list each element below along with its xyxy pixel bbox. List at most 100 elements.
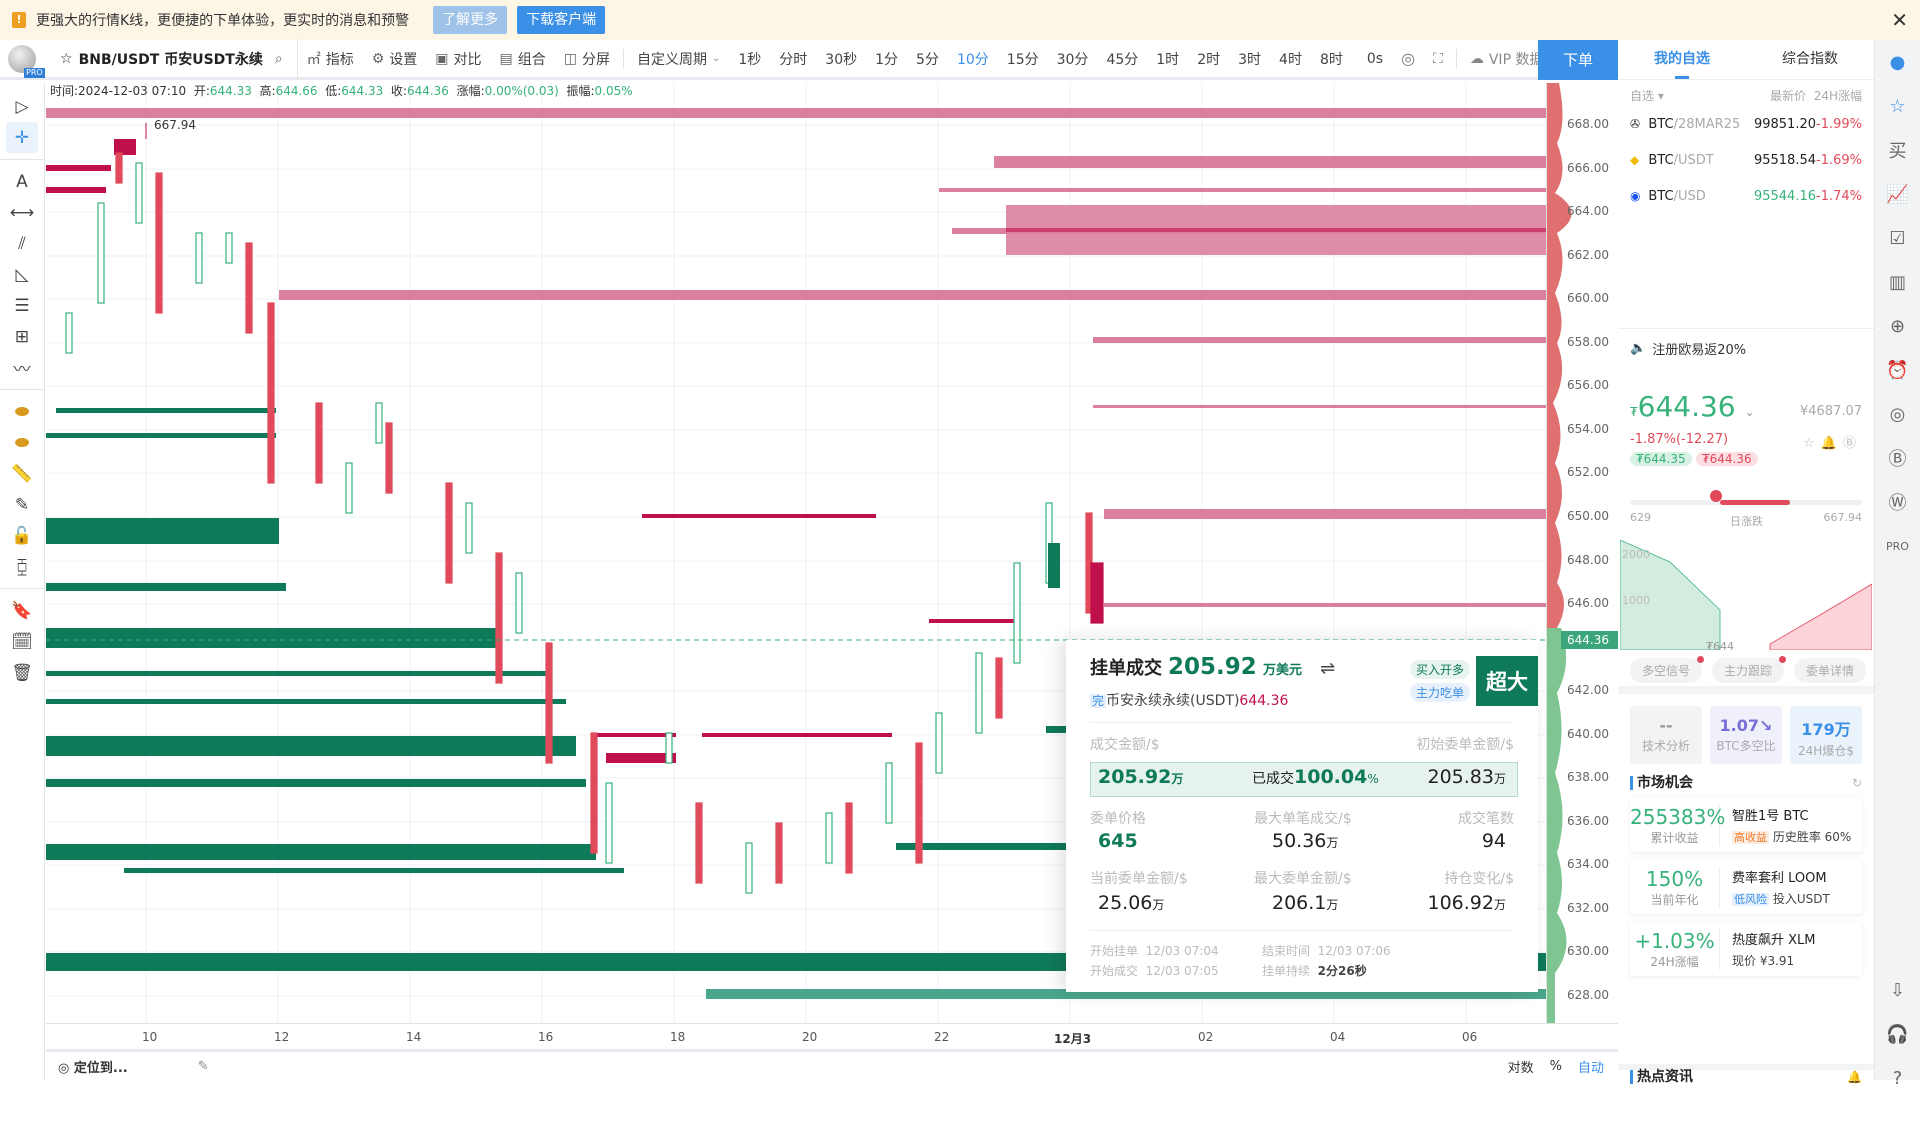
period-1s[interactable]: 1秒 xyxy=(738,51,762,68)
period-1h[interactable]: 1时 xyxy=(1156,51,1180,68)
tech-analysis-stat[interactable]: -- 技术分析 xyxy=(1630,706,1702,764)
refresh-icon[interactable]: ↻ xyxy=(1851,776,1862,790)
period-1m[interactable]: 1分 xyxy=(875,51,899,68)
bar-chart-icon[interactable]: ▥ xyxy=(1888,271,1906,293)
pro-icon[interactable]: PRO xyxy=(1886,539,1909,553)
symbol-selector[interactable]: ☆ BNB/USDT 币安USDT永续 ⌕ xyxy=(44,38,298,79)
quote-panel: ₮644.36 ⌄ ¥4687.07 -1.87%(-12.27) ☆🔔Ⓑ ₮6… xyxy=(1618,376,1874,686)
opportunity-card[interactable]: 150% 当前年化 费率套利 LOOM 低风险 投入USDT xyxy=(1630,860,1862,914)
chart-doc-icon[interactable]: 📈 xyxy=(1886,183,1909,205)
rectangle-tool-icon[interactable]: ⊞ xyxy=(14,326,30,347)
settings-button[interactable]: ⚙ 设置 xyxy=(371,50,418,68)
download-client-button[interactable]: 下载客户端 xyxy=(517,6,606,34)
bookmark-icon[interactable]: 🔖 xyxy=(11,600,33,621)
combine-button[interactable]: ▤ 组合 xyxy=(499,50,546,68)
star-icon[interactable]: ☆ xyxy=(1803,436,1821,451)
edit-icon[interactable]: ✎ xyxy=(197,1058,209,1074)
doc-b-icon[interactable]: Ⓑ xyxy=(1888,449,1907,470)
tab-my-watchlist[interactable]: 我的自选 xyxy=(1618,40,1746,79)
buy-icon[interactable]: 买 xyxy=(1888,141,1907,162)
log-scale-toggle[interactable]: 对数 xyxy=(1507,1060,1534,1076)
window-w-icon[interactable]: Ⓦ xyxy=(1888,493,1907,514)
speaker-icon: 🔈 xyxy=(1630,341,1647,356)
headset-icon[interactable]: 🎧 xyxy=(1886,1023,1909,1045)
long-short-signal-button[interactable]: 多空信号 xyxy=(1630,656,1705,683)
opportunity-card[interactable]: 255383% 累计收益 智胜1号 BTC 高收益 历史胜率 60% xyxy=(1630,798,1862,852)
main-force-tag: 主力吃单 xyxy=(1409,683,1470,702)
watchlist-row[interactable]: ✇ BTC/28MAR25 99851.20 -1.99% xyxy=(1630,116,1862,132)
period-8h[interactable]: 8时 xyxy=(1319,51,1343,68)
price-axis[interactable]: 668.00 666.00 664.00 662.00 660.00 658.0… xyxy=(1546,83,1619,1023)
text-tool-icon[interactable]: A xyxy=(16,171,28,192)
liquidation-stat[interactable]: 179万 24H爆仓$ xyxy=(1790,706,1862,764)
promo-ad[interactable]: 🔈 注册欧易返20% xyxy=(1618,328,1874,368)
crosshair-tool-icon[interactable]: ✛ xyxy=(6,122,38,153)
fullscreen-icon[interactable]: ⛶ xyxy=(1433,50,1443,67)
hide-drawings-icon[interactable]: ⧮ xyxy=(16,556,28,577)
magnet-strong-icon[interactable]: ⬬ xyxy=(14,401,30,422)
camera-icon[interactable]: ◎ xyxy=(1401,49,1416,68)
planet-icon[interactable]: ◎ xyxy=(1889,403,1906,425)
order-details-button[interactable]: 委单详情 xyxy=(1794,658,1867,683)
custom-period-dropdown[interactable]: 自定义周期 ⌄ xyxy=(636,51,721,68)
opportunity-card[interactable]: +1.03% 24H涨幅 热度飙升 XLM 现价 ¥3.91 xyxy=(1630,922,1862,976)
period-4h[interactable]: 4时 xyxy=(1279,51,1302,68)
ruler-icon[interactable]: 📏 xyxy=(11,463,33,484)
ohlc-info-bar: 时间:2024-12-03 07:10 开:644.33 高:644.66 低:… xyxy=(50,84,633,98)
parallel-lines-tool-icon[interactable]: ⫽ xyxy=(18,233,26,254)
btc-long-short-stat[interactable]: 1.07↘ BTC多空比 xyxy=(1710,706,1782,764)
line-tool-icon[interactable]: ⟷ xyxy=(9,202,35,223)
watchlist-filter[interactable]: 自选 ▾ xyxy=(1630,88,1664,103)
pencil-icon[interactable]: ✎ xyxy=(14,494,30,515)
period-45m[interactable]: 45分 xyxy=(1106,51,1139,68)
place-order-button[interactable]: 下单 xyxy=(1538,40,1618,80)
period-10m[interactable]: 10分 xyxy=(956,51,989,68)
period-5m[interactable]: 5分 xyxy=(916,51,939,68)
split-screen-button[interactable]: ◫ 分屏 xyxy=(563,50,610,68)
time-axis[interactable]: 10 12 14 16 18 20 22 12月3 02 04 06 xyxy=(46,1023,1618,1049)
period-3h[interactable]: 3时 xyxy=(1238,51,1262,68)
edit-calendar-icon[interactable]: 🗓 xyxy=(11,631,33,652)
period-timeline[interactable]: 分时 xyxy=(779,51,808,68)
new-doc-icon[interactable]: ⊕ xyxy=(1889,315,1906,337)
download-icon[interactable]: ⇩ xyxy=(1889,979,1906,1001)
candlestick-chart[interactable]: 667.94 xyxy=(46,83,1546,1023)
watchlist-star-icon[interactable]: ☆ xyxy=(1889,95,1906,117)
checklist-icon[interactable]: ☑ xyxy=(1889,227,1906,249)
close-icon[interactable]: ✕ xyxy=(1891,8,1908,32)
wave-tool-icon[interactable]: 〰 xyxy=(13,360,31,380)
period-30s[interactable]: 30秒 xyxy=(825,51,858,68)
magnet-weak-icon[interactable]: ⬬ xyxy=(14,432,30,453)
b-icon[interactable]: Ⓑ xyxy=(1842,436,1862,451)
period-2h[interactable]: 2时 xyxy=(1197,51,1221,68)
fibonacci-tool-icon[interactable]: ☰ xyxy=(14,295,30,316)
search-icon[interactable]: ⌕ xyxy=(274,50,283,67)
trash-icon[interactable]: 🗑 xyxy=(11,662,33,683)
order-tags: 买入开多 主力吃单 超大 xyxy=(1404,656,1538,706)
auto-scale-toggle[interactable]: 自动 xyxy=(1577,1060,1604,1076)
swap-icon[interactable]: ⇌ xyxy=(1320,658,1336,679)
app-globe-icon[interactable]: ● xyxy=(1889,51,1906,73)
period-30m[interactable]: 30分 xyxy=(1056,51,1089,68)
percent-scale-toggle[interactable]: % xyxy=(1549,1058,1562,1074)
learn-more-button[interactable]: 了解更多 xyxy=(433,6,508,34)
watchlist-row[interactable]: ◉ BTC/USD 95544.16 -1.74% xyxy=(1630,188,1862,204)
tab-composite-index[interactable]: 综合指数 xyxy=(1782,51,1838,67)
watchlist-row[interactable]: ◆ BTC/USDT 95518.54 -1.69% xyxy=(1630,152,1862,168)
bell-icon[interactable]: 🔔 xyxy=(1820,436,1843,451)
pointer-tool-icon[interactable]: ▷ xyxy=(15,96,29,117)
period-15m[interactable]: 15分 xyxy=(1006,51,1039,68)
hot-news-title: 热点资讯 xyxy=(1637,1069,1693,1085)
locate-button[interactable]: ◎ 定位到... xyxy=(58,1060,128,1076)
main-force-tracking-button[interactable]: 主力跟踪 xyxy=(1712,656,1787,683)
lock-icon[interactable]: 🔓 xyxy=(11,525,33,546)
compare-button[interactable]: ▣ 对比 xyxy=(435,50,482,68)
star-icon[interactable]: ☆ xyxy=(60,50,73,67)
alarm-clock-icon[interactable]: ⏰ xyxy=(1886,359,1909,381)
market-stats: -- 技术分析 1.07↘ BTC多空比 179万 24H爆仓$ 市场机会 ↻ 2553… xyxy=(1618,694,1874,1064)
chevron-down-icon: ⌄ xyxy=(711,53,721,64)
help-icon[interactable]: ? xyxy=(1892,1067,1903,1089)
bell-icon[interactable]: 🔔 xyxy=(1847,1070,1862,1084)
triangle-tool-icon[interactable]: ◺ xyxy=(15,264,29,285)
